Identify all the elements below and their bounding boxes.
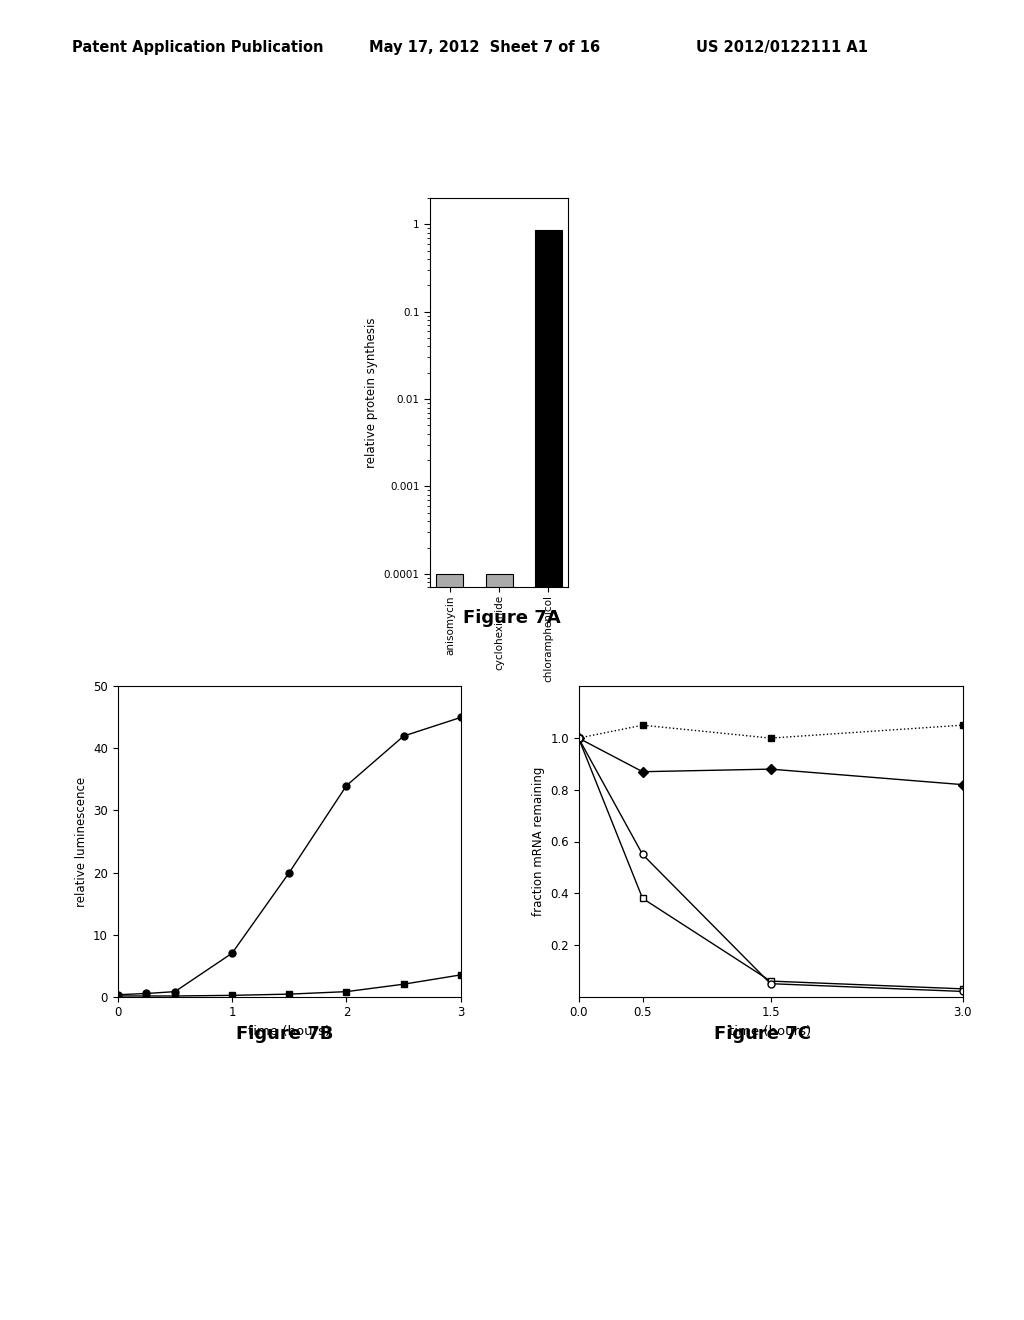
Text: Figure 7C: Figure 7C <box>715 1024 811 1043</box>
Bar <box>436 574 464 1320</box>
Text: Figure 7B: Figure 7B <box>236 1024 334 1043</box>
Text: US 2012/0122111 A1: US 2012/0122111 A1 <box>696 40 868 54</box>
Y-axis label: relative luminescence: relative luminescence <box>75 776 88 907</box>
X-axis label: time (hours): time (hours) <box>729 1024 812 1038</box>
X-axis label: time (hours): time (hours) <box>248 1024 331 1038</box>
Text: Patent Application Publication: Patent Application Publication <box>72 40 324 54</box>
Y-axis label: fraction mRNA remaining: fraction mRNA remaining <box>531 767 545 916</box>
Text: Figure 7A: Figure 7A <box>463 609 561 627</box>
Y-axis label: relative protein synthesis: relative protein synthesis <box>366 317 378 469</box>
Text: May 17, 2012  Sheet 7 of 16: May 17, 2012 Sheet 7 of 16 <box>369 40 600 54</box>
Bar <box>485 574 513 1320</box>
Bar <box>535 231 562 1320</box>
